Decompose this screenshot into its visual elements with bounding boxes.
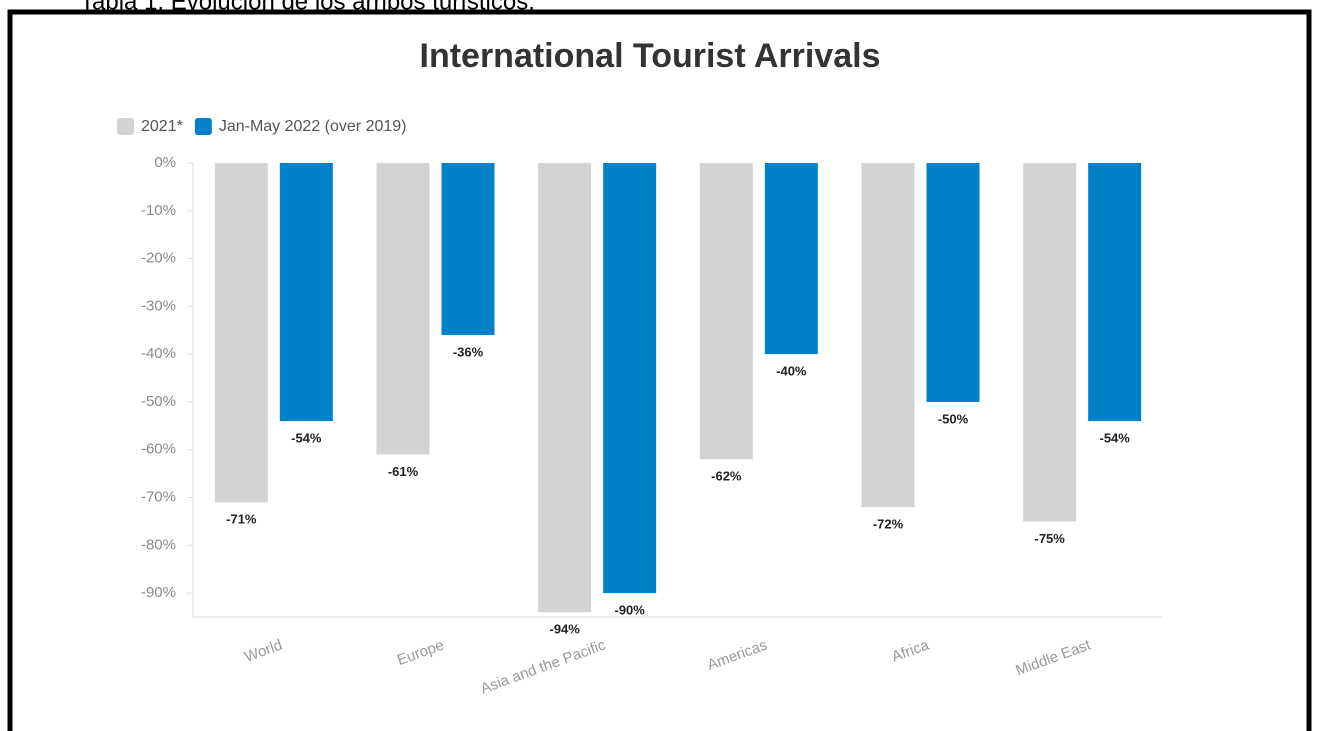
legend-swatch bbox=[117, 118, 134, 135]
bar bbox=[279, 163, 333, 422]
bar bbox=[441, 163, 495, 336]
bar bbox=[1088, 163, 1142, 422]
y-tick-label: 0% bbox=[154, 154, 176, 171]
data-label: -62% bbox=[711, 469, 742, 484]
bar bbox=[376, 163, 430, 455]
bar bbox=[764, 163, 818, 355]
bar bbox=[538, 163, 592, 613]
data-label: -36% bbox=[453, 344, 484, 359]
legend-label: 2021* bbox=[141, 118, 183, 135]
y-tick-label: -20% bbox=[141, 250, 176, 267]
bar bbox=[699, 163, 753, 460]
data-label: -94% bbox=[549, 622, 580, 637]
data-label: -54% bbox=[291, 431, 322, 446]
data-label: -54% bbox=[1099, 431, 1130, 446]
legend-swatch bbox=[194, 118, 212, 135]
data-label: -71% bbox=[226, 512, 257, 527]
y-tick-label: -70% bbox=[141, 488, 176, 505]
y-tick-label: -90% bbox=[141, 584, 176, 601]
legend-label: Jan-May 2022 (over 2019) bbox=[219, 118, 407, 135]
y-tick-label: -40% bbox=[141, 345, 176, 362]
data-label: -40% bbox=[776, 364, 807, 379]
y-tick-label: -60% bbox=[141, 441, 176, 458]
data-label: -61% bbox=[388, 464, 419, 479]
bar bbox=[214, 163, 268, 503]
y-tick-label: -10% bbox=[141, 202, 176, 219]
bar bbox=[1023, 163, 1077, 522]
data-label: -75% bbox=[1034, 531, 1065, 546]
bar bbox=[861, 163, 915, 508]
y-tick-label: -30% bbox=[141, 297, 176, 314]
data-label: -50% bbox=[938, 411, 969, 426]
data-label: -72% bbox=[873, 517, 904, 532]
y-tick-label: -50% bbox=[141, 393, 176, 410]
bar bbox=[926, 163, 980, 402]
data-label: -90% bbox=[614, 603, 645, 618]
chart-title: International Tourist Arrivals bbox=[420, 37, 881, 75]
bar bbox=[603, 163, 657, 594]
y-tick-label: -80% bbox=[141, 536, 176, 553]
